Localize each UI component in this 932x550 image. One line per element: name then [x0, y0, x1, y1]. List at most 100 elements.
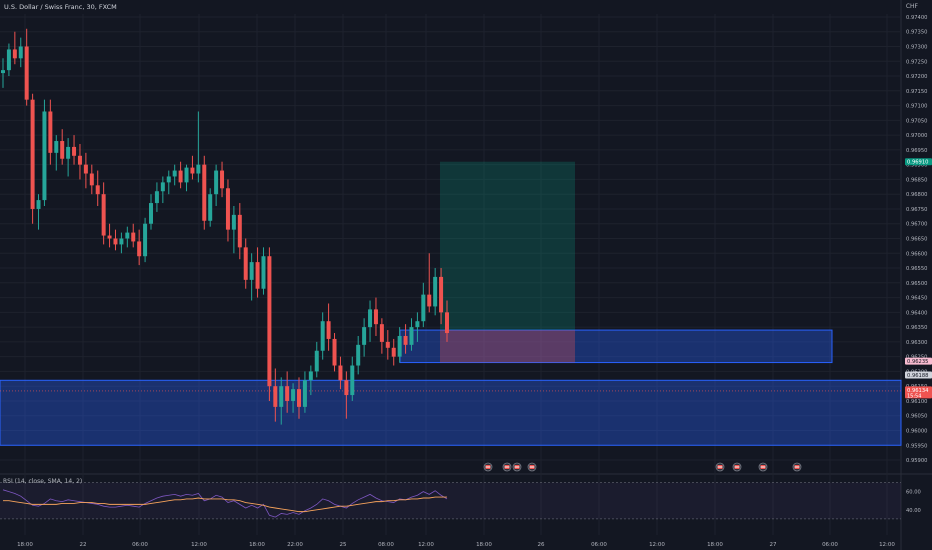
candle-body — [137, 241, 142, 257]
time-axis[interactable]: 18:00 22 06:00 12:00 18:00 22:00 25 08:00 12:00 1… — [17, 542, 895, 548]
candle-body — [220, 170, 225, 189]
candle-series — [1, 28, 449, 425]
candle-body — [397, 335, 402, 357]
candle-body — [166, 176, 171, 183]
price-tick-label: 0.96700 — [906, 222, 927, 228]
entry-price-label-text: 0.96188 — [907, 373, 928, 379]
candle-body — [48, 111, 53, 153]
symbol-title: U.S. Dollar / Swiss Franc, 30, FXCM — [4, 3, 117, 11]
candle-body — [237, 214, 242, 248]
demand-zone — [0, 379, 902, 446]
candle-body — [202, 164, 207, 221]
candle-body — [421, 294, 426, 322]
candle-body — [255, 262, 260, 289]
candle-body — [356, 344, 361, 366]
price-tick-label: 0.96600 — [906, 251, 927, 257]
candle-body — [214, 170, 219, 195]
rsi-indicator-label[interactable]: RSI (14, close, SMA, 14, 2) — [3, 478, 83, 485]
time-tick-label: 25 — [340, 542, 347, 548]
event-flag-icon[interactable] — [512, 462, 522, 472]
rsi-band — [0, 482, 901, 519]
candle-body — [42, 111, 47, 201]
candle-body — [279, 386, 284, 407]
candle-body — [314, 350, 319, 372]
price-tick-label: 0.97150 — [906, 89, 927, 95]
target-price-label-text: 0.96910 — [907, 160, 928, 166]
candle-body — [285, 386, 290, 401]
candle-body — [60, 141, 65, 159]
candle-body — [415, 321, 420, 328]
price-tick-label: 0.96900 — [906, 163, 927, 169]
time-tick-label: 06:00 — [132, 542, 148, 548]
time-tick-label: 12:00 — [649, 542, 665, 548]
price-tick-label: 0.97400 — [906, 15, 927, 21]
candle-body — [66, 146, 71, 159]
candle-body — [433, 276, 438, 307]
candle-body — [154, 191, 159, 204]
event-flag-icon[interactable] — [792, 462, 802, 472]
candle-body — [178, 170, 183, 183]
current-price-text: 0.96134 — [907, 388, 929, 394]
time-tick-label: 18:00 — [476, 542, 492, 548]
stop-price-label-text: 0.96235 — [907, 359, 928, 365]
candle-body — [18, 46, 23, 59]
candle-body — [172, 170, 177, 177]
price-tick-label: 0.97350 — [906, 30, 927, 36]
event-flag-icon[interactable] — [527, 462, 537, 472]
stop-price-label — [905, 357, 932, 365]
candle-body — [143, 223, 148, 257]
price-tick-label: 0.95950 — [906, 443, 927, 449]
candle-body — [261, 256, 266, 289]
price-tick-label: 0.97050 — [906, 118, 927, 124]
candle-body — [89, 173, 94, 186]
candle-body — [445, 312, 449, 334]
time-tick-label: 12:00 — [191, 542, 207, 548]
candle-body — [362, 327, 367, 345]
time-tick-label: 22:00 — [287, 542, 303, 548]
candle-body — [54, 141, 59, 153]
price-tick-label: 0.97000 — [906, 133, 927, 139]
currency-label: CHF — [905, 3, 918, 10]
event-flag-icon[interactable] — [758, 462, 768, 472]
candle-body — [125, 232, 130, 239]
rsi-tick-label: 60.00 — [906, 490, 921, 496]
price-tick-label: 0.96550 — [906, 266, 927, 272]
event-flag-icon[interactable] — [715, 462, 725, 472]
candle-body — [101, 194, 106, 236]
price-tick-label: 0.95900 — [906, 458, 927, 464]
candle-body — [385, 341, 390, 348]
price-tick-label: 0.96950 — [906, 148, 927, 154]
candle-body — [350, 365, 355, 396]
price-tick-label: 0.96450 — [906, 296, 927, 302]
time-tick-label: 18:00 — [249, 542, 265, 548]
candle-body — [308, 371, 313, 381]
candle-body — [326, 321, 331, 339]
rsi-pane — [0, 482, 901, 520]
economic-event-icons[interactable] — [483, 462, 802, 472]
candle-body — [344, 380, 349, 396]
candle-body — [267, 256, 272, 387]
price-tick-label: 0.97200 — [906, 74, 927, 80]
event-flag-icon[interactable] — [483, 462, 493, 472]
candle-body — [439, 276, 444, 313]
time-tick-label: 06:00 — [591, 542, 607, 548]
candle-body — [249, 262, 254, 280]
price-axis[interactable]: 0.97400 0.97350 0.97300 0.97250 0.97200 0.971… — [906, 15, 927, 514]
candle-body — [225, 188, 230, 230]
candle-body — [6, 49, 11, 71]
price-tick-label: 0.96300 — [906, 340, 927, 346]
candle-body — [320, 321, 325, 351]
time-tick-label: 08:00 — [378, 542, 394, 548]
candle-body — [36, 200, 41, 209]
event-flag-icon[interactable] — [502, 462, 512, 472]
price-tick-label: 0.96000 — [906, 429, 927, 435]
countdown-text: 15:54 — [907, 393, 921, 399]
event-flag-icon[interactable] — [732, 462, 742, 472]
rsi-ma-line — [3, 496, 447, 513]
time-tick-label: 26 — [538, 542, 545, 548]
candle-body — [119, 238, 124, 245]
candle-body — [184, 167, 189, 183]
